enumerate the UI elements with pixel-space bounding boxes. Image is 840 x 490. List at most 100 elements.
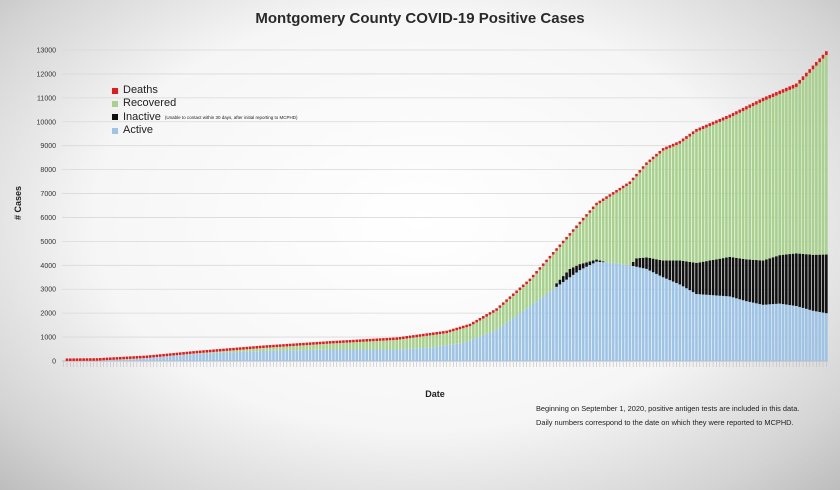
bar-recovered-221 bbox=[798, 83, 801, 254]
bar-deaths-47 bbox=[218, 348, 222, 352]
bar-deaths-189 bbox=[691, 131, 695, 135]
bar-inactive-226 bbox=[815, 254, 818, 312]
bar-active-69 bbox=[292, 350, 295, 361]
bar-active-148 bbox=[555, 286, 558, 361]
bar-active-108 bbox=[422, 347, 425, 361]
bar-deaths-3 bbox=[72, 358, 75, 361]
bar-inactive-151 bbox=[565, 272, 568, 280]
bar-recovered-105 bbox=[412, 337, 415, 349]
bar-active-176 bbox=[648, 270, 652, 361]
bar-active-218 bbox=[788, 305, 791, 361]
bar-active-153 bbox=[571, 274, 575, 361]
bar-recovered-131 bbox=[498, 307, 502, 328]
bar-recovered-165 bbox=[611, 194, 615, 263]
footnote-antigen: Beginning on September 1, 2020, positive… bbox=[536, 404, 800, 413]
bar-deaths-179 bbox=[658, 150, 662, 154]
bar-recovered-135 bbox=[511, 295, 515, 318]
bar-active-145 bbox=[545, 294, 548, 361]
bar-deaths-66 bbox=[282, 344, 285, 347]
bar-active-170 bbox=[628, 265, 632, 361]
bar-recovered-140 bbox=[528, 281, 532, 306]
y-tick-6000: 6000 bbox=[40, 215, 56, 222]
bar-deaths-145 bbox=[545, 259, 548, 263]
legend-swatch-active bbox=[112, 127, 118, 134]
bar-active-39 bbox=[192, 354, 195, 361]
bar-deaths-138 bbox=[521, 284, 525, 288]
bar-deaths-173 bbox=[638, 170, 642, 173]
bar-deaths-164 bbox=[608, 194, 612, 197]
bar-recovered-21 bbox=[132, 358, 135, 360]
bar-deaths-126 bbox=[482, 316, 485, 319]
bar-deaths-107 bbox=[418, 334, 422, 337]
bar-active-81 bbox=[332, 349, 335, 361]
bar-active-132 bbox=[501, 325, 505, 361]
bar-active-43 bbox=[205, 353, 209, 361]
bar-recovered-62 bbox=[268, 347, 272, 351]
bar-active-205 bbox=[745, 301, 748, 361]
x-tick-marks bbox=[63, 362, 827, 367]
bar-recovered-217 bbox=[785, 91, 788, 255]
bar-recovered-20 bbox=[128, 358, 132, 360]
bar-recovered-114 bbox=[442, 333, 445, 346]
bar-recovered-118 bbox=[455, 330, 458, 344]
legend-label-inactive: Inactive bbox=[123, 110, 161, 123]
bar-deaths-85 bbox=[345, 340, 349, 343]
legend-item-active: Active bbox=[112, 124, 297, 137]
bar-deaths-12 bbox=[102, 357, 105, 361]
bars bbox=[65, 51, 828, 361]
bar-deaths-6 bbox=[82, 358, 85, 361]
bar-recovered-80 bbox=[328, 343, 332, 350]
bar-inactive-225 bbox=[811, 254, 815, 311]
bar-deaths-29 bbox=[158, 354, 162, 357]
bar-deaths-161 bbox=[598, 200, 602, 204]
bar-recovered-205 bbox=[745, 109, 748, 260]
bar-deaths-35 bbox=[178, 352, 182, 355]
bar-deaths-26 bbox=[148, 355, 152, 358]
bar-deaths-178 bbox=[655, 153, 658, 157]
bar-deaths-114 bbox=[442, 331, 445, 334]
bar-active-85 bbox=[345, 349, 349, 361]
bar-active-137 bbox=[518, 313, 522, 361]
bar-active-38 bbox=[188, 354, 192, 361]
bar-deaths-38 bbox=[188, 351, 192, 354]
bar-active-71 bbox=[298, 350, 302, 361]
bar-deaths-49 bbox=[225, 348, 229, 351]
bar-recovered-227 bbox=[818, 62, 821, 255]
bar-recovered-90 bbox=[362, 341, 365, 350]
bar-active-21 bbox=[132, 359, 135, 361]
bar-deaths-89 bbox=[358, 339, 362, 342]
bar-deaths-160 bbox=[595, 202, 598, 206]
bar-deaths-102 bbox=[402, 336, 405, 339]
bar-deaths-106 bbox=[415, 334, 418, 338]
bar-deaths-21 bbox=[132, 356, 135, 359]
bar-deaths-148 bbox=[555, 248, 558, 251]
bar-deaths-57 bbox=[252, 346, 255, 349]
bar-deaths-206 bbox=[748, 104, 752, 108]
bar-recovered-73 bbox=[305, 345, 309, 351]
bar-recovered-196 bbox=[715, 123, 718, 260]
bar-recovered-76 bbox=[315, 344, 319, 350]
bar-recovered-159 bbox=[591, 209, 595, 261]
bar-recovered-74 bbox=[308, 344, 312, 350]
bar-inactive-158 bbox=[588, 261, 592, 266]
bar-recovered-123 bbox=[472, 324, 475, 339]
bar-deaths-87 bbox=[352, 339, 355, 343]
bar-deaths-119 bbox=[458, 326, 462, 330]
bar-recovered-188 bbox=[688, 136, 692, 262]
bar-deaths-146 bbox=[548, 255, 552, 259]
bar-recovered-170 bbox=[628, 183, 632, 266]
bar-active-168 bbox=[621, 264, 625, 361]
bar-active-29 bbox=[158, 356, 162, 361]
bar-deaths-84 bbox=[342, 340, 345, 343]
bar-inactive-189 bbox=[691, 262, 695, 293]
bar-active-207 bbox=[751, 302, 755, 361]
bar-active-169 bbox=[625, 264, 628, 361]
bar-deaths-213 bbox=[771, 93, 775, 97]
footnote-reporting: Daily numbers correspond to the date on … bbox=[536, 418, 794, 427]
bar-recovered-158 bbox=[588, 212, 592, 262]
bar-recovered-53 bbox=[238, 349, 242, 352]
bar-inactive-202 bbox=[735, 257, 738, 299]
bar-active-93 bbox=[372, 349, 375, 361]
y-axis-label: # Cases bbox=[13, 185, 23, 221]
bar-inactive-223 bbox=[805, 254, 808, 309]
